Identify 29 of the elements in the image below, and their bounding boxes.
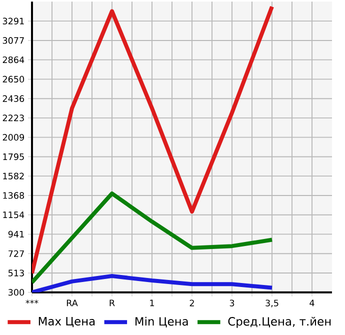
legend-label: Сред.Цена, т.йен <box>228 316 331 328</box>
y-tick-label: 3291 <box>2 18 24 24</box>
y-tick-label: 1582 <box>3 172 24 180</box>
x-tick-label: 4 <box>310 300 314 306</box>
x-tick-label: RA <box>66 300 78 306</box>
x-tick-label: *** <box>26 300 38 304</box>
y-tick-label: 3077 <box>2 37 24 44</box>
x-tick-label: R <box>110 300 115 306</box>
y-tick-label: 727 <box>8 250 24 257</box>
y-tick-label: 2436 <box>2 95 24 102</box>
y-tick-label: 1795 <box>3 153 24 160</box>
line-series <box>32 191 274 284</box>
legend-label: Min Цена <box>136 316 188 328</box>
x-tick-label: 3 <box>230 300 234 306</box>
y-tick-label: 2650 <box>2 76 24 83</box>
legend-label: Max Цена <box>38 317 95 328</box>
y-tick-label: 513 <box>8 270 24 276</box>
y-tick-label: 1154 <box>3 212 24 218</box>
y-tick-label: 941 <box>8 230 24 238</box>
x-tick-label: 3,5 <box>266 300 278 308</box>
y-tick-label: 2009 <box>2 134 24 141</box>
y-tick-label: 2864 <box>2 56 24 64</box>
line-series <box>32 274 274 292</box>
line-series <box>32 4 274 276</box>
x-tick-label: 2 <box>190 300 194 306</box>
x-tick-label: 1 <box>150 300 154 306</box>
y-tick-label: 300 <box>8 289 24 296</box>
y-tick-label: 1368 <box>3 192 24 199</box>
y-tick-label: 2223 <box>2 114 24 122</box>
